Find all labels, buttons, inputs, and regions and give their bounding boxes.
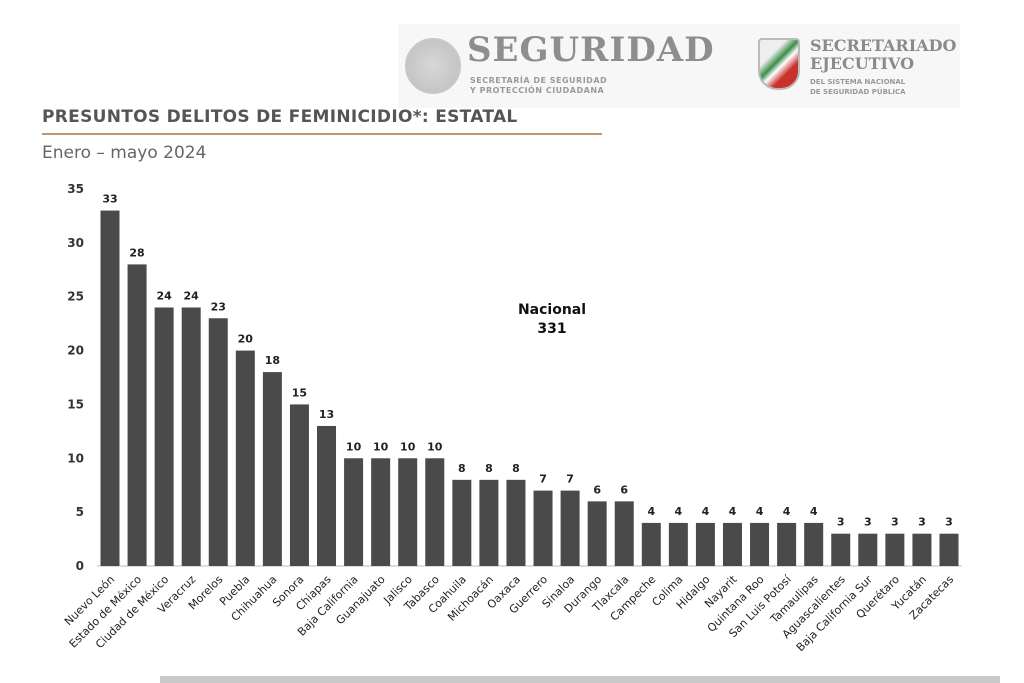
data-label: 3 [837, 516, 845, 529]
data-label: 10 [400, 440, 416, 453]
chart-subtitle: Enero – mayo 2024 [42, 143, 207, 163]
se-title1: SECRETARIADO [810, 36, 957, 55]
data-label: 10 [346, 440, 362, 453]
bar [804, 522, 824, 566]
data-label: 3 [945, 516, 953, 529]
data-label: 4 [756, 505, 764, 518]
bar [912, 533, 932, 566]
data-label: 8 [458, 462, 466, 475]
bar [398, 458, 418, 566]
data-label: 4 [647, 505, 655, 518]
y-tick-label: 0 [76, 559, 84, 573]
data-label: 24 [156, 289, 172, 302]
se-sub1: DEL SISTEMA NACIONAL [810, 78, 906, 86]
se-title2: EJECUTIVO [810, 54, 915, 73]
data-label: 33 [102, 193, 117, 206]
se-sub2: DE SEGURIDAD PÚBLICA [810, 88, 906, 96]
seguridad-sub2: Y PROTECCIÓN CIUDADANA [470, 86, 605, 95]
data-label: 20 [238, 333, 254, 346]
data-label: 13 [319, 408, 334, 421]
bar [479, 479, 499, 566]
bar [235, 350, 255, 566]
data-label: 7 [539, 473, 547, 486]
y-tick-label: 15 [67, 397, 84, 411]
bar [587, 501, 607, 566]
data-label: 4 [675, 505, 683, 518]
bar [425, 458, 445, 566]
bar [885, 533, 905, 566]
bar [777, 522, 797, 566]
bar [127, 264, 147, 566]
bar [668, 522, 688, 566]
bar [695, 522, 715, 566]
data-label: 4 [702, 505, 710, 518]
bar [533, 490, 553, 566]
data-label: 4 [783, 505, 791, 518]
data-label: 24 [184, 289, 200, 302]
seguridad-title: SEGURIDAD [467, 30, 715, 70]
data-label: 7 [566, 473, 574, 486]
bar [722, 522, 742, 566]
y-tick-label: 10 [67, 451, 84, 465]
bar [560, 490, 580, 566]
y-tick-label: 35 [67, 182, 84, 196]
bar [317, 425, 337, 566]
bar [100, 210, 120, 567]
bar [506, 479, 526, 566]
title-divider [42, 133, 602, 135]
bar [181, 307, 201, 566]
data-label: 18 [265, 354, 280, 367]
data-label: 28 [129, 246, 144, 259]
data-label: 6 [620, 483, 628, 496]
horizontal-scrollbar[interactable] [160, 676, 1000, 683]
bar [641, 522, 661, 566]
data-label: 3 [864, 516, 872, 529]
data-label: 8 [512, 462, 520, 475]
y-tick-label: 30 [67, 236, 84, 250]
data-label: 10 [427, 440, 443, 453]
data-label: 4 [729, 505, 737, 518]
bar [262, 372, 282, 566]
bar [858, 533, 878, 566]
data-label: 8 [485, 462, 493, 475]
chart-title: PRESUNTOS DELITOS DE FEMINICIDIO*: ESTAT… [42, 107, 518, 127]
data-label: 6 [593, 483, 601, 496]
data-label: 10 [373, 440, 389, 453]
data-label: 3 [918, 516, 926, 529]
bar [452, 479, 472, 566]
data-label: 23 [211, 300, 226, 313]
bar [154, 307, 174, 566]
bar [208, 318, 228, 566]
bar [831, 533, 851, 566]
national-total: 331 [537, 321, 566, 337]
bar [939, 533, 959, 566]
data-label: 15 [292, 386, 307, 399]
bar [289, 404, 309, 566]
data-label: 4 [810, 505, 818, 518]
bar [371, 458, 391, 566]
y-tick-label: 5 [76, 505, 84, 519]
y-tick-label: 25 [67, 290, 84, 304]
national-label: Nacional [518, 302, 586, 318]
bar [344, 458, 364, 566]
bar [614, 501, 634, 566]
seguridad-sub1: SECRETARÍA DE SEGURIDAD [470, 76, 608, 85]
bar [750, 522, 770, 566]
data-label: 3 [891, 516, 899, 529]
mexico-seal-logo [405, 38, 461, 94]
logo-banner [398, 24, 960, 108]
y-tick-label: 20 [67, 344, 84, 358]
secretariado-shield-logo [758, 38, 800, 90]
